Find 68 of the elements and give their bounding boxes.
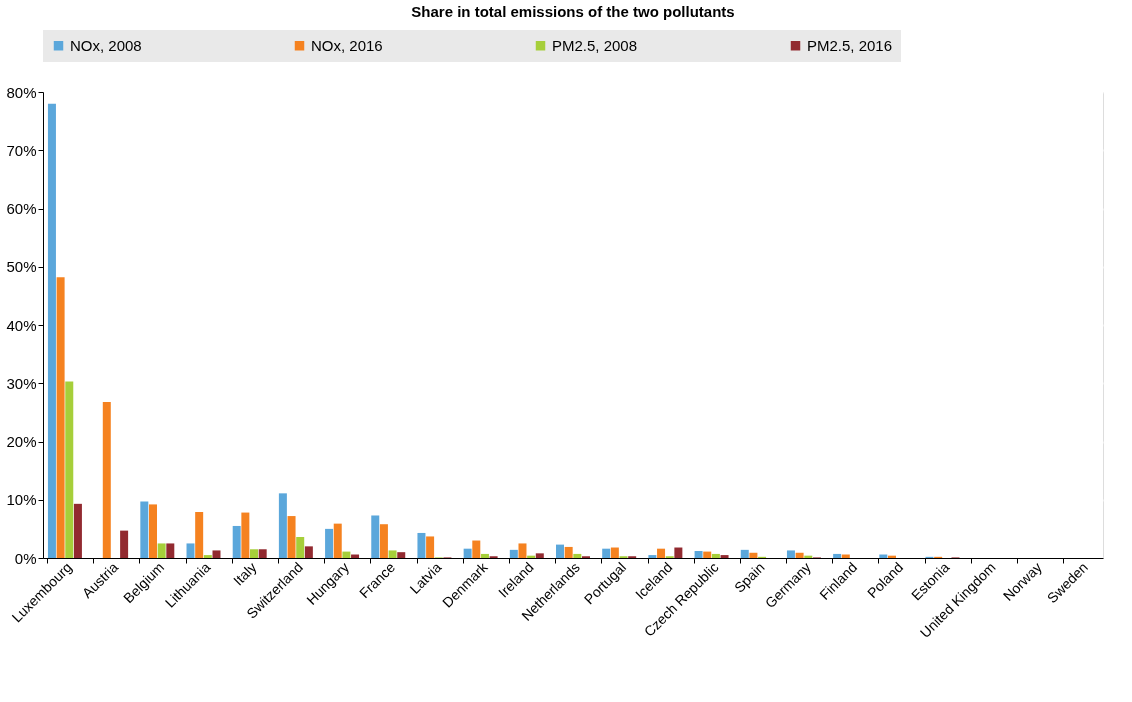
bar <box>65 381 74 558</box>
y-tick-label: 50% <box>6 258 37 276</box>
bar <box>388 550 397 558</box>
bar <box>602 548 611 558</box>
bar <box>232 525 241 558</box>
bar <box>786 550 795 558</box>
bar <box>102 401 111 558</box>
bar <box>73 503 82 558</box>
bar <box>556 544 565 558</box>
bar <box>157 543 166 558</box>
bar <box>278 493 287 558</box>
bar <box>166 543 175 558</box>
y-tick-label: 80% <box>6 83 37 101</box>
bar <box>703 551 712 558</box>
bar <box>397 552 406 558</box>
bar <box>833 553 842 558</box>
bar <box>749 552 758 558</box>
bar <box>740 549 749 558</box>
bar <box>472 540 481 558</box>
y-tick-label: 20% <box>6 433 37 450</box>
bar <box>148 504 157 558</box>
bar <box>426 536 435 558</box>
bar <box>711 553 720 558</box>
legend-label: PM2.5, 2008 <box>552 36 638 54</box>
bar <box>195 511 204 558</box>
bar <box>186 543 195 558</box>
bar <box>140 501 149 558</box>
bar <box>241 512 250 558</box>
bar <box>333 523 342 558</box>
legend-label: NOx, 2008 <box>70 36 142 54</box>
bar <box>325 528 334 558</box>
bar <box>342 551 351 558</box>
bar <box>417 532 426 558</box>
y-tick-label: 0% <box>14 549 37 567</box>
bar <box>573 553 582 558</box>
bar <box>203 555 212 558</box>
bar <box>258 549 267 558</box>
bar <box>120 530 129 558</box>
chart-title: Share in total emissions of the two pollutants <box>411 3 735 20</box>
legend-label: PM2.5, 2016 <box>807 36 893 54</box>
bar <box>371 515 380 558</box>
bar <box>720 555 729 558</box>
y-tick-label: 10% <box>6 491 37 509</box>
y-tick-label: 70% <box>6 141 37 159</box>
bar <box>795 552 804 558</box>
bar <box>648 555 657 558</box>
bar <box>509 549 518 558</box>
bar <box>250 549 259 558</box>
bar <box>564 546 573 558</box>
legend-label: NOx, 2016 <box>311 36 383 54</box>
bar <box>694 551 703 558</box>
bar <box>379 524 388 558</box>
y-tick-label: 40% <box>6 316 37 334</box>
bar <box>535 553 544 558</box>
bar <box>212 550 221 558</box>
bar <box>463 548 472 558</box>
bar <box>296 537 305 558</box>
bar <box>657 548 666 558</box>
bar <box>47 103 56 558</box>
bar <box>304 546 313 558</box>
bar <box>480 553 489 558</box>
bar <box>518 543 527 558</box>
y-tick-label: 30% <box>6 374 37 392</box>
bar <box>287 516 296 558</box>
bar <box>56 277 65 558</box>
bar <box>674 547 683 558</box>
bar <box>610 547 619 558</box>
y-tick-label: 60% <box>6 200 37 217</box>
